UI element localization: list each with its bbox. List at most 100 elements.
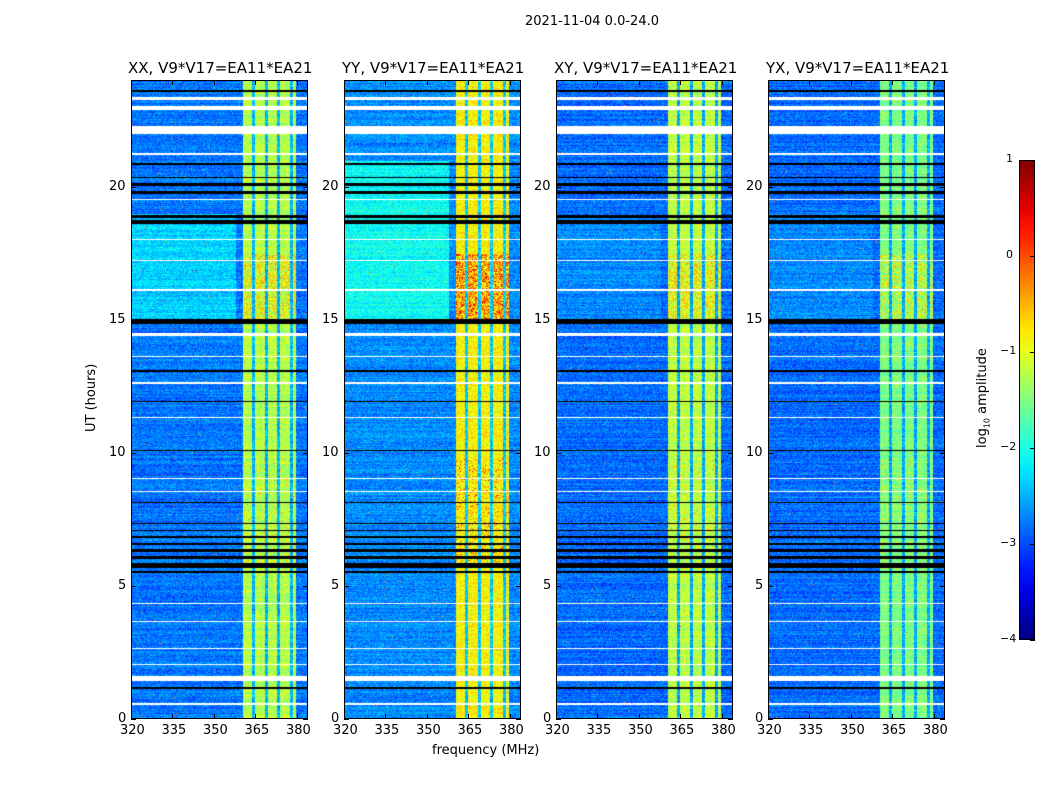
heatmap-panel-xx bbox=[131, 80, 308, 719]
colorbar-tick bbox=[1030, 544, 1035, 545]
y-tick-right bbox=[516, 719, 521, 720]
y-tick-label: 10 bbox=[534, 444, 551, 460]
y-tick-label: 15 bbox=[534, 311, 551, 327]
x-tick-top bbox=[850, 80, 852, 85]
panel-title-xy: XY, V9*V17=EA11*EA21 bbox=[554, 59, 738, 77]
x-tick-label: 335 bbox=[798, 723, 824, 738]
heatmap-xy bbox=[557, 81, 732, 718]
y-tick-right bbox=[516, 186, 521, 188]
y-tick bbox=[344, 186, 349, 188]
x-axis-label: frequency (MHz) bbox=[432, 743, 540, 758]
x-tick-label: 335 bbox=[161, 723, 187, 738]
y-tick-right bbox=[940, 452, 945, 454]
y-tick-right bbox=[940, 585, 945, 587]
y-tick-right bbox=[728, 719, 733, 720]
y-tick-label: 20 bbox=[534, 178, 551, 194]
y-tick bbox=[556, 319, 561, 321]
x-tick bbox=[131, 714, 132, 719]
x-tick-top bbox=[933, 80, 935, 85]
y-tick bbox=[556, 585, 561, 587]
y-axis-label: UT (hours) bbox=[84, 363, 99, 432]
x-tick bbox=[344, 714, 345, 719]
y-tick bbox=[344, 319, 349, 321]
colorbar-tick-label: 0 bbox=[1006, 248, 1013, 261]
y-tick bbox=[344, 452, 349, 454]
y-tick bbox=[556, 452, 561, 454]
x-tick-label: 365 bbox=[881, 723, 907, 738]
x-tick-label: 350 bbox=[202, 723, 228, 738]
y-tick-label: 5 bbox=[543, 577, 552, 593]
y-tick-right bbox=[728, 186, 733, 188]
x-tick bbox=[172, 714, 174, 719]
x-tick-top bbox=[255, 80, 257, 85]
x-tick bbox=[213, 714, 215, 719]
colorbar-tick bbox=[1030, 640, 1035, 641]
y-tick-label: 0 bbox=[543, 711, 552, 726]
y-tick-right bbox=[940, 186, 945, 188]
x-tick-label: 380 bbox=[285, 723, 311, 738]
panel-title-xx: XX, V9*V17=EA11*EA21 bbox=[128, 59, 313, 77]
x-tick-top bbox=[426, 80, 428, 85]
x-tick-top bbox=[721, 80, 723, 85]
y-tick-right bbox=[303, 452, 308, 454]
y-tick bbox=[344, 585, 349, 587]
x-tick bbox=[933, 714, 935, 719]
y-tick bbox=[556, 719, 561, 720]
x-tick-top bbox=[296, 80, 298, 85]
heatmap-xx bbox=[132, 81, 307, 718]
x-tick bbox=[296, 714, 298, 719]
y-tick-label: 0 bbox=[331, 711, 340, 726]
heatmap-panel-xy bbox=[556, 80, 733, 719]
colorbar-tick-label: 1 bbox=[1006, 152, 1013, 165]
heatmap-yx bbox=[769, 81, 944, 718]
colorbar-tick-label: −1 bbox=[1000, 344, 1017, 357]
y-tick-label: 15 bbox=[109, 311, 126, 327]
y-tick-label: 15 bbox=[322, 311, 339, 327]
panel-title-yx: YX, V9*V17=EA11*EA21 bbox=[766, 59, 950, 77]
y-tick-label: 20 bbox=[322, 178, 339, 194]
y-tick-label: 5 bbox=[118, 577, 127, 593]
y-tick-label: 5 bbox=[331, 577, 340, 593]
y-tick-right bbox=[516, 585, 521, 587]
x-tick-label: 365 bbox=[457, 723, 483, 738]
x-tick-label: 350 bbox=[415, 723, 441, 738]
x-tick bbox=[556, 714, 557, 719]
y-tick-label: 5 bbox=[755, 577, 764, 593]
x-tick-label: 320 bbox=[545, 723, 570, 738]
y-tick-label: 0 bbox=[118, 711, 127, 726]
y-tick-right bbox=[303, 719, 308, 720]
y-tick bbox=[344, 719, 349, 720]
y-tick bbox=[131, 585, 136, 587]
x-tick-label: 320 bbox=[120, 723, 145, 738]
x-tick-top bbox=[172, 80, 174, 85]
x-tick-label: 365 bbox=[669, 723, 695, 738]
x-tick bbox=[426, 714, 428, 719]
x-tick bbox=[468, 714, 470, 719]
x-tick bbox=[850, 714, 852, 719]
x-tick bbox=[509, 714, 511, 719]
colorbar-label-sub: 10 bbox=[982, 417, 992, 429]
y-tick-right bbox=[940, 719, 945, 720]
heatmap-panel-yx bbox=[768, 80, 945, 719]
colorbar-tick-label: −4 bbox=[1000, 632, 1017, 645]
y-tick-label: 0 bbox=[755, 711, 764, 726]
y-tick-label: 20 bbox=[746, 178, 763, 194]
y-tick bbox=[768, 585, 773, 587]
y-tick bbox=[768, 452, 773, 454]
x-tick-top bbox=[556, 80, 557, 85]
y-tick-label: 10 bbox=[109, 444, 126, 460]
x-tick-top bbox=[892, 80, 894, 85]
x-tick-top bbox=[809, 80, 811, 85]
x-tick-top bbox=[468, 80, 470, 85]
y-tick bbox=[768, 319, 773, 321]
panel-title-yy: YY, V9*V17=EA11*EA21 bbox=[342, 59, 525, 77]
y-tick bbox=[131, 186, 136, 188]
y-tick-right bbox=[728, 452, 733, 454]
x-tick-top bbox=[344, 80, 345, 85]
x-tick-top bbox=[768, 80, 769, 85]
colorbar-tick bbox=[1030, 256, 1035, 257]
colorbar bbox=[1019, 160, 1035, 640]
y-tick bbox=[131, 452, 136, 454]
colorbar-tick-label: −3 bbox=[1000, 536, 1017, 549]
